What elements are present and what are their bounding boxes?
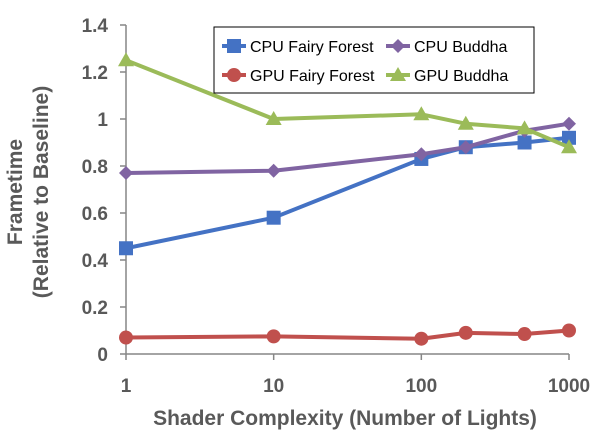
data-point [516, 120, 533, 135]
data-point [414, 331, 429, 346]
data-point [457, 115, 474, 130]
x-ticks: 1 10 100 1000 [121, 354, 590, 397]
y-tick-label: 1.4 [82, 16, 109, 37]
legend-label: GPU Fairy Forest [250, 68, 375, 85]
data-point [562, 130, 576, 145]
legend-label: GPU Buddha [414, 68, 508, 85]
y-tick-label: 0 [97, 345, 108, 366]
x-tick-label: 1 [121, 376, 132, 397]
data-point [561, 139, 577, 154]
x-tick-label: 10 [263, 376, 284, 397]
data-point [266, 210, 281, 225]
legend-marker [227, 68, 241, 82]
data-point [119, 330, 133, 345]
series-gpu-buddha [118, 52, 577, 154]
y-tick-label: 0.4 [82, 251, 109, 272]
data-point [413, 106, 430, 121]
y-ticks: 0 0.2 0.4 0.6 0.8 1 1.2 1.4 [82, 16, 126, 366]
y-tick-label: 1.2 [82, 63, 108, 84]
series-gpu-fairy-forest [119, 323, 576, 346]
series-layer [118, 52, 577, 346]
data-point [458, 325, 473, 340]
x-tick-label: 1000 [548, 376, 590, 397]
y-tick-label: 0.6 [82, 204, 108, 225]
data-point [458, 140, 473, 155]
y-tick-label: 0.8 [82, 157, 108, 178]
data-point [414, 147, 429, 162]
y-axis-title-line-1: Frametime [4, 139, 27, 245]
series-line [125, 121, 570, 176]
legend-marker [227, 39, 241, 53]
data-point [562, 116, 576, 131]
data-point [562, 323, 576, 338]
data-point [266, 163, 281, 178]
legend: CPU Fairy Forest CPU Buddha GPU Fairy Fore… [213, 26, 535, 94]
data-point [119, 241, 133, 256]
data-point [118, 52, 134, 67]
legend-label: CPU Buddha [414, 39, 507, 56]
y-axis-title-line-2: (Relative to Baseline) [30, 86, 53, 298]
plot-area: 0 0.2 0.4 0.6 0.8 1 1.2 1.4 1 10 100 1000 [82, 16, 591, 397]
y-axis-title: Frametime (Relative to Baseline) [4, 86, 53, 298]
series-line [125, 328, 570, 341]
legend-box [213, 26, 535, 94]
data-point [119, 166, 133, 181]
x-tick-label: 100 [405, 376, 437, 397]
legend-marker [391, 39, 405, 53]
data-point [517, 327, 532, 342]
series-line [125, 135, 570, 251]
x-axis-title: Shader Complexity (Number of Lights) [153, 407, 537, 430]
data-point [517, 135, 532, 150]
data-point [266, 329, 281, 344]
legend-label: CPU Fairy Forest [250, 39, 374, 56]
legend-marker [390, 67, 406, 81]
series-line [125, 58, 570, 150]
series-cpu-fairy-forest [119, 130, 576, 256]
y-tick-label: 0.2 [82, 298, 108, 319]
data-point [265, 111, 282, 125]
y-tick-label: 1 [97, 110, 108, 131]
